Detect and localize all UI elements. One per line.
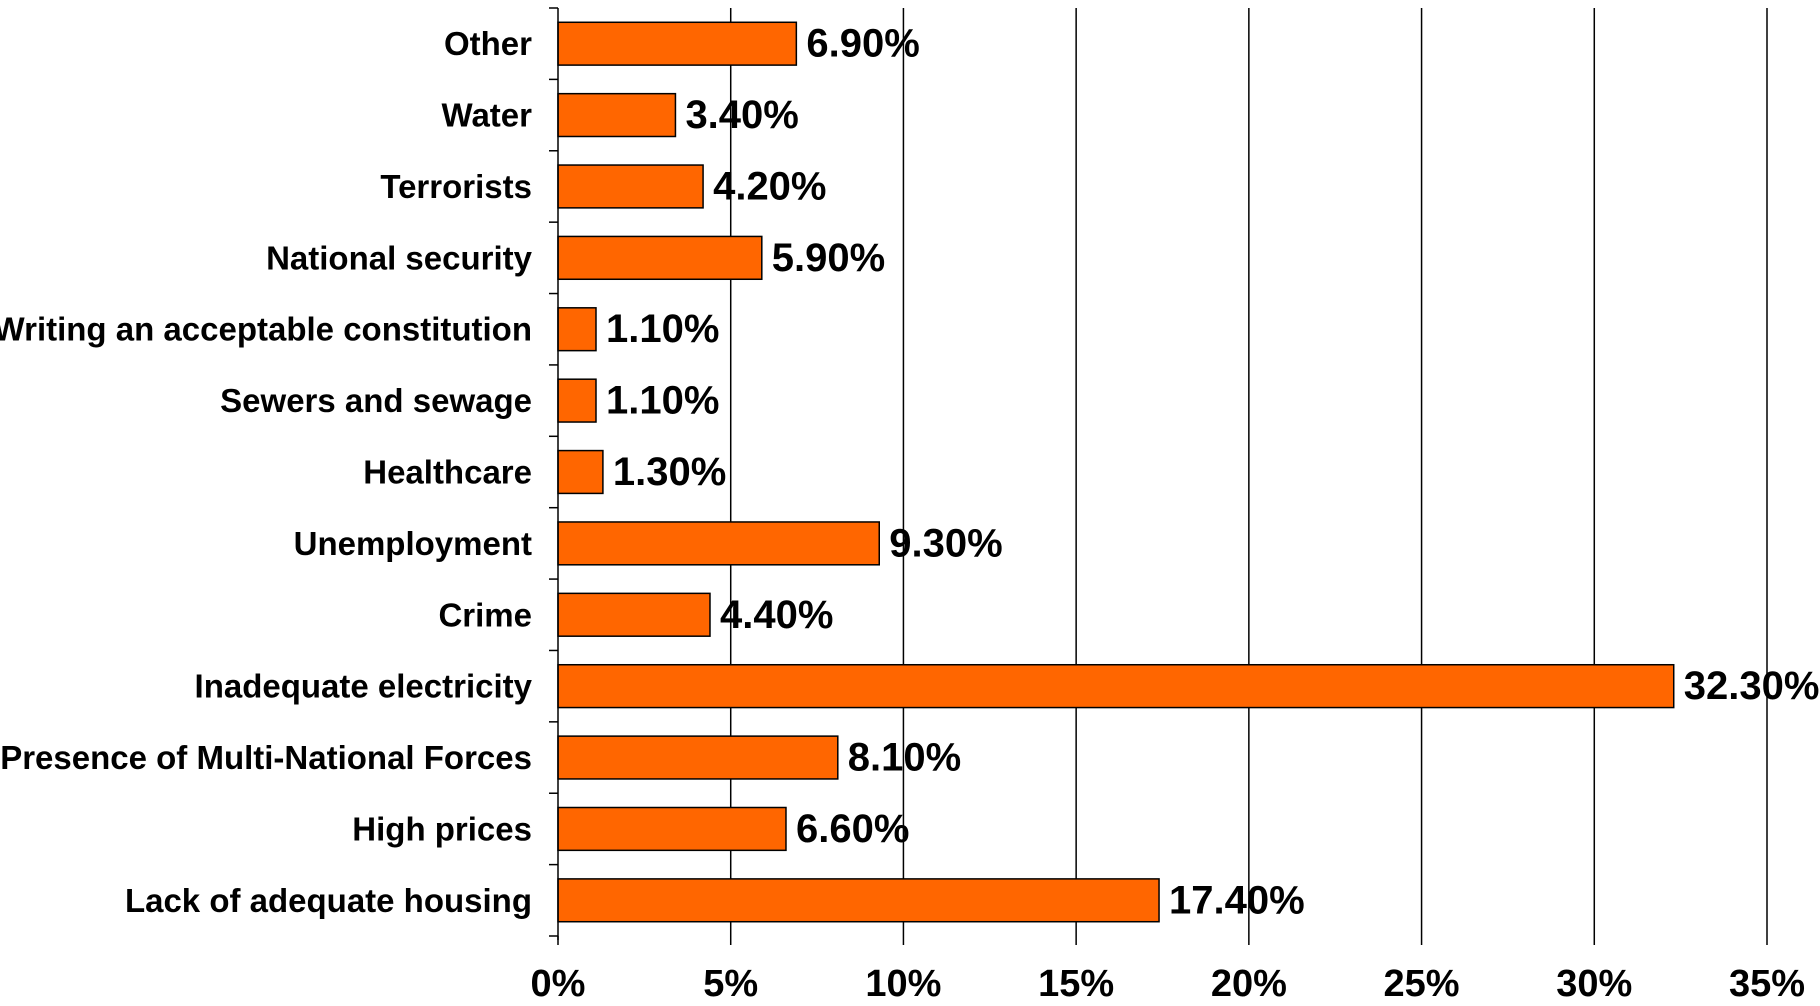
data-label-high-prices: 6.60% <box>796 807 909 851</box>
x-tick-label-6: 30% <box>1556 963 1632 1005</box>
data-label-healthcare: 1.30% <box>613 450 726 494</box>
data-label-writing-an-acceptable-constitution: 1.10% <box>606 307 719 351</box>
category-label-unemployment: Unemployment <box>294 525 532 562</box>
data-label-inadequate-electricity: 32.30% <box>1684 664 1820 708</box>
category-label-writing-an-acceptable-constitution: Writing an acceptable constitution <box>0 311 532 348</box>
gridlines <box>729 8 1768 936</box>
category-label-sewers-and-sewage: Sewers and sewage <box>220 382 532 419</box>
bars <box>557 21 1675 923</box>
category-labels: Other Water Terrorists National security Wri… <box>0 25 533 919</box>
data-label-national-security: 5.90% <box>772 236 885 280</box>
bar-lack-of-adequate-housing <box>557 878 1160 923</box>
x-tick-label-7: 35% <box>1729 963 1805 1005</box>
category-label-terrorists: Terrorists <box>380 168 532 205</box>
x-tick-labels: 0% 5% 10% 15% 20% 25% 30% 35% <box>531 963 1805 1005</box>
category-label-water: Water <box>442 97 533 134</box>
bar-other <box>557 21 798 66</box>
x-tick-label-5: 25% <box>1384 963 1460 1005</box>
data-label-lack-of-adequate-housing: 17.40% <box>1169 878 1305 922</box>
bar-water <box>557 92 677 138</box>
bar-crime <box>557 592 711 637</box>
y-axis <box>549 7 1768 945</box>
x-tick-label-4: 20% <box>1211 963 1287 1005</box>
data-label-water: 3.40% <box>685 93 798 137</box>
category-label-presence-of-multi-national-forces: Presence of Multi-National Forces <box>0 739 532 776</box>
x-tick-label-0: 0% <box>531 963 586 1005</box>
data-labels: 6.90%3.40% 4.20% 5.90% 1.10% 1.10% 1.30% 9.30%… <box>606 22 1819 923</box>
category-label-lack-of-adequate-housing: Lack of adequate housing <box>125 882 532 919</box>
data-label-presence-of-multi-national-forces: 8.10% <box>848 736 961 780</box>
data-label-other: 6.90% <box>806 22 919 66</box>
bar-terrorists <box>557 164 704 209</box>
bar-inadequate-electricity <box>557 663 1675 709</box>
category-label-national-security: National security <box>266 239 533 276</box>
category-label-healthcare: Healthcare <box>363 454 532 491</box>
category-label-inadequate-electricity: Inadequate electricity <box>195 668 533 705</box>
bar-sewers-and-sewage <box>557 378 597 423</box>
data-label-crime: 4.40% <box>720 593 833 637</box>
category-label-high-prices: High prices <box>352 810 532 847</box>
data-label-unemployment: 9.30% <box>889 521 1002 565</box>
data-label-terrorists: 4.20% <box>713 164 826 208</box>
x-tick-label-1: 5% <box>703 963 758 1005</box>
bar-healthcare <box>557 449 604 495</box>
category-label-crime: Crime <box>438 596 532 633</box>
x-tick-label-2: 10% <box>865 963 941 1005</box>
bar-national-security <box>557 235 763 281</box>
category-label-other: Other <box>444 25 532 62</box>
bar-presence-of-multi-national-forces <box>557 735 839 780</box>
bar-high-prices <box>557 806 787 852</box>
bar-unemployment <box>557 521 880 566</box>
bar-writing-an-acceptable-constitution <box>557 307 597 352</box>
x-tick-label-3: 15% <box>1038 963 1114 1005</box>
data-label-sewers-and-sewage: 1.10% <box>606 379 719 423</box>
